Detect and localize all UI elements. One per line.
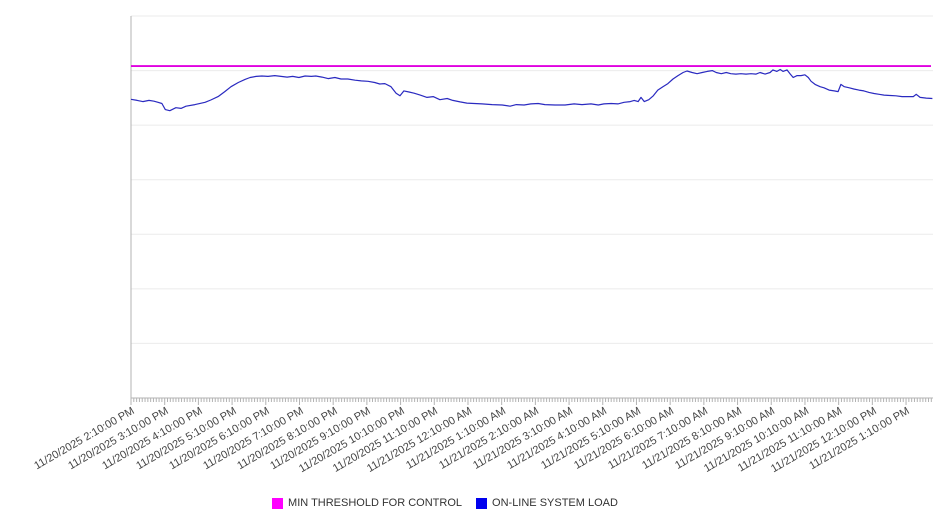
- system-load-line: [130, 68, 933, 112]
- legend-swatch-icon: [272, 497, 284, 509]
- legend-item[interactable]: ON-LINE SYSTEM LOAD: [476, 497, 618, 509]
- legend-item[interactable]: MIN THRESHOLD FOR CONTROL: [272, 497, 462, 509]
- chart-legend: MIN THRESHOLD FOR CONTROL ON-LINE SYSTEM …: [0, 497, 918, 509]
- legend-label: ON-LINE SYSTEM LOAD: [492, 497, 618, 509]
- legend-swatch-icon: [476, 497, 488, 509]
- legend-label: MIN THRESHOLD FOR CONTROL: [288, 497, 463, 509]
